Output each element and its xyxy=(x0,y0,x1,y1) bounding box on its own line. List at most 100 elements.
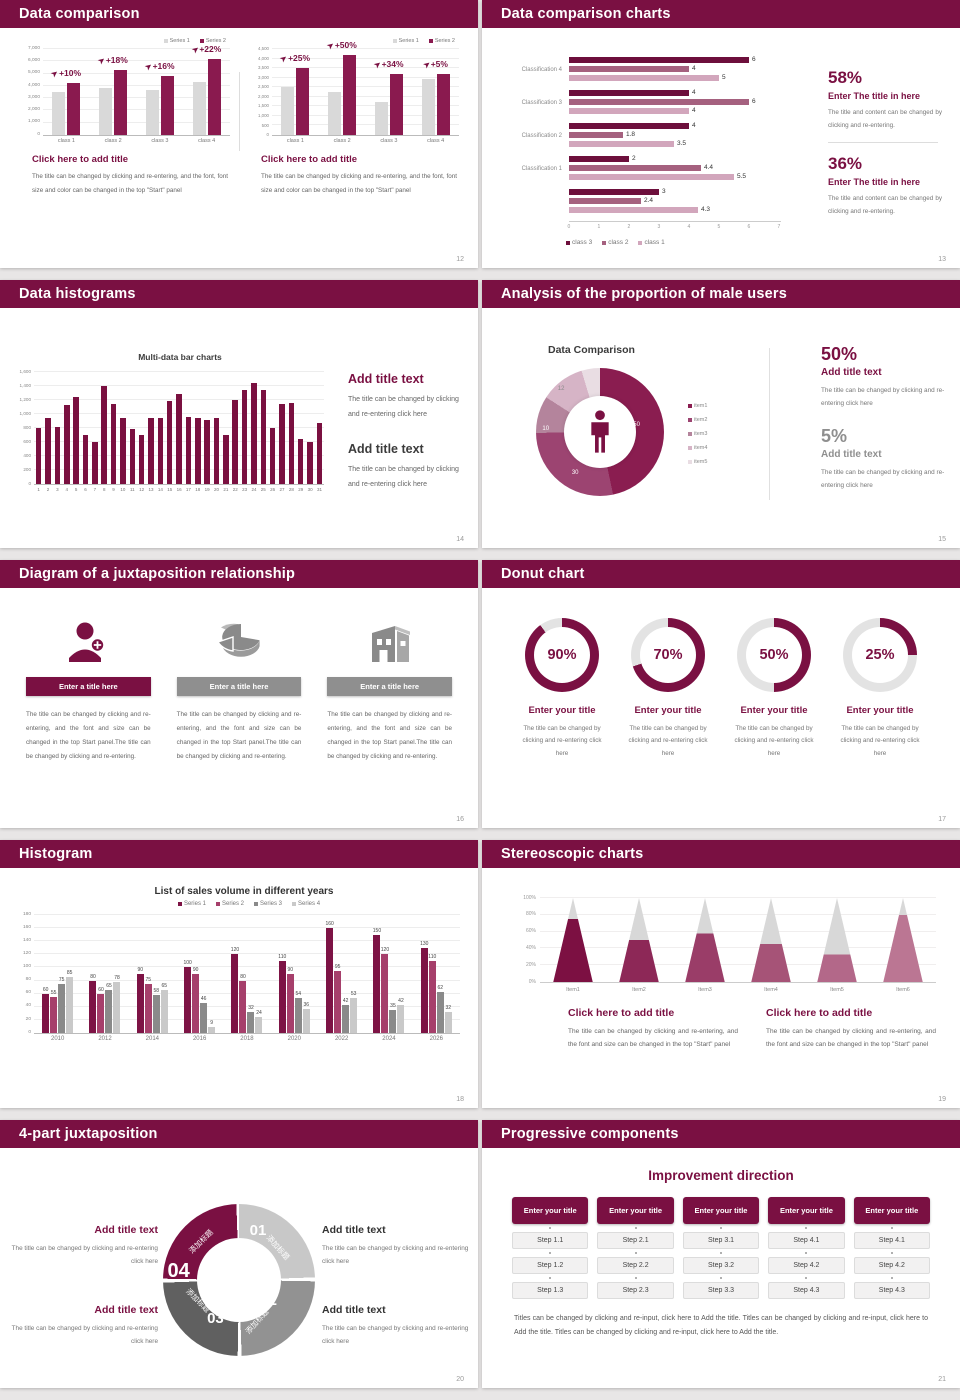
y-tick-label: 5,000 xyxy=(27,70,40,76)
chart-area: 0 20 40 60 80 100 120 140 160 180 60 55 75 85 80 60 65 78… xyxy=(14,912,460,1035)
gridline xyxy=(272,67,459,69)
step-box: Step 3.3 xyxy=(682,1282,760,1299)
gridline xyxy=(43,60,230,62)
stat-title: Enter The title in here xyxy=(828,91,921,101)
chart-legend: Series 1 Series 2 xyxy=(248,38,455,44)
bar-groups: ➤+25% ➤+50% ➤+34% ➤+5% xyxy=(272,40,459,135)
gauge-body: The title can be changed by clicking and… xyxy=(628,725,708,757)
x-tick-label: 24 xyxy=(251,487,257,492)
block-body: The title can be changed by clicking and… xyxy=(322,1325,469,1346)
plot-area: ➤+10% ➤+18% ➤+16% ➤+22% xyxy=(43,44,230,136)
bar: 75 xyxy=(58,977,66,1033)
slide-19-thumbnail[interactable]: Stereoscopic charts 0% 20% 40% 60% 80% 100% It… xyxy=(482,840,960,1108)
slide-12-thumbnail[interactable]: Data comparison Series 1 Series 2 0 1,000 2… xyxy=(0,0,478,268)
gauge-ring: 90% xyxy=(525,618,599,692)
pie-chart-icon xyxy=(216,623,260,657)
slide-15-thumbnail[interactable]: Analysis of the proportion of male users… xyxy=(482,280,960,548)
x-tick-label: 31 xyxy=(316,487,322,492)
bar-group xyxy=(277,372,286,484)
bar-group xyxy=(221,372,230,484)
bar xyxy=(145,89,159,135)
bar-group: 160 95 42 53 xyxy=(318,915,365,1033)
y-tick-label: 500 xyxy=(261,122,269,128)
bar-line: 6 xyxy=(569,56,756,63)
increase-arrow-icon: ➤ xyxy=(143,61,154,73)
gauge-hole xyxy=(852,627,908,683)
segment-number: 04 xyxy=(167,1260,190,1283)
slide-14-thumbnail[interactable]: Data histograms Multi-data bar charts 0 2… xyxy=(0,280,478,548)
gauge-ring: 50% xyxy=(737,618,811,692)
bar: 160 xyxy=(325,921,334,1033)
step-box: Step 4.1 xyxy=(768,1232,845,1249)
y-tick-label: 1,000 xyxy=(258,112,269,118)
x-tick-label: 2012 xyxy=(98,1036,112,1042)
bar: 85 xyxy=(66,970,74,1033)
step-box: Step 4.3 xyxy=(768,1282,845,1299)
slide-title-bar: Donut chart xyxy=(482,560,960,588)
slide-16-thumbnail[interactable]: Diagram of a juxtaposition relationship xyxy=(0,560,478,828)
cone-cell xyxy=(672,898,738,982)
bar-group xyxy=(193,372,202,484)
cone xyxy=(817,898,857,982)
bar-value-label: 5 xyxy=(722,74,726,81)
bar: 65 xyxy=(160,983,168,1033)
bar: 90 xyxy=(136,967,144,1033)
step-box: Step 4.1 xyxy=(853,1232,931,1249)
step-box: Step 3.2 xyxy=(682,1257,760,1274)
bar-group xyxy=(259,372,268,484)
slide-18-thumbnail[interactable]: Histogram List of sales volume in differ… xyxy=(0,840,478,1108)
connector-dot xyxy=(634,1252,637,1254)
legend-swatch xyxy=(254,902,258,906)
bar-group xyxy=(240,372,249,484)
bar xyxy=(157,417,164,484)
step-box: Step 3.1 xyxy=(682,1232,760,1249)
growth-label: ➤+34% xyxy=(372,58,404,70)
bar xyxy=(307,442,313,484)
gauge-ring: 25% xyxy=(843,618,917,692)
bar xyxy=(207,58,221,135)
bar xyxy=(195,417,201,484)
stat-block: 50% Add title text The title can be chan… xyxy=(821,344,945,410)
x-tick-label: Item1 xyxy=(566,987,580,993)
connector-dot xyxy=(805,1277,808,1279)
gridline xyxy=(540,913,936,915)
chart-panel-right: Series 1 Series 2 0 500 1,000 1,500 2,000 2,50… xyxy=(239,34,468,197)
page-number: 18 xyxy=(456,1096,464,1103)
bar: 36 xyxy=(302,1002,310,1033)
bar xyxy=(114,69,128,135)
y-tick-label: 0 xyxy=(37,131,40,137)
column-header: Enter your title xyxy=(597,1197,674,1224)
slide-21-thumbnail[interactable]: Progressive components Improvement direc… xyxy=(482,1120,960,1388)
process-column: Enter your title Step 1.1 Step 1.2 Step 1.3 xyxy=(512,1197,589,1299)
bar-value-label: 150 xyxy=(372,927,382,934)
bar-group xyxy=(81,372,90,484)
bar xyxy=(296,68,310,135)
x-tick-label: class 2 xyxy=(333,138,351,144)
slide-20-thumbnail[interactable]: 4-part juxtaposition 01 添加标题 02 添加标题 03 添加标题 0… xyxy=(0,1120,478,1388)
bars: 4 6 4 xyxy=(569,89,756,116)
bar-group xyxy=(174,372,183,484)
page-number: 17 xyxy=(938,816,946,823)
bar xyxy=(99,88,113,135)
y-tick-label: 1,200 xyxy=(19,396,32,402)
y-tick-label: 0 xyxy=(28,480,31,486)
stat-body: The title and content can be changed by … xyxy=(828,195,942,215)
y-tick-label: 1,000 xyxy=(19,410,32,416)
slide-17-thumbnail[interactable]: Donut chart 90% Enter your title The title… xyxy=(482,560,960,828)
slice-value-label: 30 xyxy=(571,470,579,477)
gridline xyxy=(272,57,459,59)
bar xyxy=(569,56,749,63)
chart-title: Data Comparison xyxy=(548,344,635,356)
y-axis: 0% 20% 40% 60% 80% 100% xyxy=(512,895,540,984)
x-tick-label: Item2 xyxy=(632,987,646,993)
slide-13-thumbnail[interactable]: Data comparison charts Classification 4 6… xyxy=(482,0,960,268)
gauge: 90% Enter your title The title can be chan… xyxy=(512,618,612,760)
cone-row xyxy=(540,898,936,982)
bar-group: 150 120 35 42 xyxy=(365,915,412,1033)
chart-area: 0 200 400 600 800 1,000 1,200 1,400 1,600 xyxy=(10,369,324,486)
divider xyxy=(828,142,938,144)
x-tick-label: class 3 xyxy=(380,138,398,144)
bar-value-label: 4.4 xyxy=(704,164,714,171)
gridline xyxy=(43,97,230,99)
bar xyxy=(316,423,323,484)
